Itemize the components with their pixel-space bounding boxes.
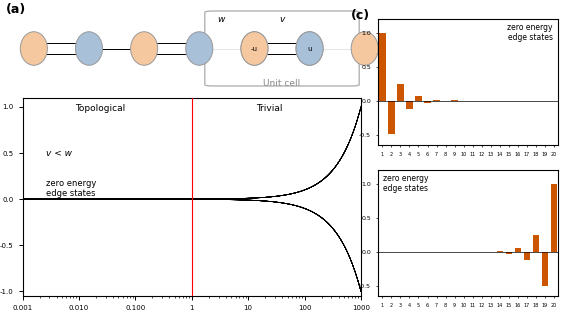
Ellipse shape <box>351 32 378 65</box>
Bar <box>523 252 530 260</box>
Bar <box>397 84 404 100</box>
Text: Trivial: Trivial <box>257 104 283 112</box>
Bar <box>406 100 413 109</box>
Text: Unit cell: Unit cell <box>263 79 301 88</box>
Bar <box>388 100 395 135</box>
Ellipse shape <box>296 32 323 65</box>
Text: zero energy
edge states: zero energy edge states <box>384 174 429 193</box>
Text: v: v <box>279 15 285 24</box>
Bar <box>505 252 512 254</box>
Text: -u: -u <box>251 45 258 52</box>
FancyBboxPatch shape <box>205 11 359 86</box>
Bar <box>496 251 503 252</box>
Bar <box>514 248 521 252</box>
Bar <box>442 100 449 101</box>
Bar <box>541 252 548 286</box>
Text: u: u <box>307 45 312 52</box>
Ellipse shape <box>517 32 544 65</box>
Ellipse shape <box>296 32 323 65</box>
Bar <box>424 100 431 103</box>
Ellipse shape <box>461 32 488 65</box>
Bar <box>532 235 539 252</box>
Text: zero energy
edge states: zero energy edge states <box>46 179 96 198</box>
Text: zero energy
edge states: zero energy edge states <box>508 23 553 42</box>
Ellipse shape <box>186 32 213 65</box>
Bar <box>379 32 386 100</box>
Text: w: w <box>217 15 224 24</box>
Bar <box>415 96 422 100</box>
Ellipse shape <box>241 32 268 65</box>
Ellipse shape <box>20 32 47 65</box>
Ellipse shape <box>131 32 158 65</box>
Text: Topological: Topological <box>75 104 126 112</box>
Text: (a): (a) <box>6 3 26 16</box>
Text: (c): (c) <box>351 9 370 22</box>
Bar <box>550 184 557 252</box>
Ellipse shape <box>406 32 433 65</box>
Ellipse shape <box>241 32 268 65</box>
Ellipse shape <box>76 32 103 65</box>
Text: v < w: v < w <box>46 149 72 158</box>
